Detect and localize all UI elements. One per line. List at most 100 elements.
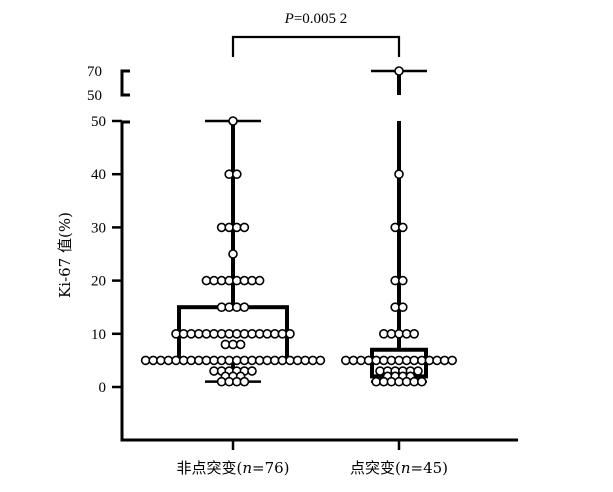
data-point: [209, 328, 219, 339]
data-point: [247, 366, 257, 376]
data-point: [209, 355, 219, 366]
label-part: 非点突变(: [176, 459, 242, 477]
data-point: [416, 376, 427, 387]
data-point: [254, 275, 265, 286]
data-point: [397, 302, 408, 313]
data-point: [269, 355, 280, 366]
data-point: [315, 355, 326, 366]
data-point: [401, 355, 412, 366]
data-point: [386, 376, 397, 387]
data-point: [186, 355, 196, 366]
data-point: [186, 328, 196, 339]
y-axis-label: Ki-67 值(%): [56, 212, 74, 298]
data-point: [394, 328, 404, 339]
data-point: [239, 355, 250, 366]
data-point: [171, 355, 181, 366]
data-point: [254, 328, 265, 339]
data-point: [228, 249, 238, 259]
data-point: [397, 275, 408, 286]
y-tick-label: 10: [91, 327, 106, 343]
data-point: [209, 366, 219, 376]
data-point: [439, 355, 450, 366]
data-point: [375, 366, 385, 376]
data-point: [247, 328, 257, 339]
data-point: [224, 302, 234, 313]
label-part: 点突变(: [350, 459, 401, 477]
y-tick-label: 0: [99, 380, 107, 396]
data-point: [363, 355, 374, 366]
y-tick-label-upper: 70: [87, 64, 102, 80]
data-point: [224, 376, 234, 387]
data-point: [254, 355, 265, 366]
x-category-label: 点突变(n=45): [350, 459, 448, 477]
data-point: [378, 328, 389, 339]
data-point: [348, 355, 359, 366]
data-point: [201, 328, 212, 339]
data-point: [386, 355, 397, 366]
label-part: =76): [252, 459, 290, 477]
p-letter: P: [284, 11, 294, 27]
data-point: [148, 355, 158, 366]
p-value-label: P=0.005 2: [284, 11, 348, 27]
data-point: [285, 355, 295, 366]
data-point: [171, 328, 181, 339]
data-point: [228, 116, 238, 126]
data-point: [247, 275, 257, 286]
label-part: =45): [411, 459, 449, 477]
data-point: [163, 355, 174, 366]
data-point: [424, 355, 435, 366]
data-point: [416, 355, 427, 366]
y-tick-label: 20: [91, 274, 106, 290]
labels: Ki-67 值(%)非点突变(n=76) 点突变(n=45)P=0.005 2: [56, 11, 448, 477]
data-point: [394, 355, 404, 366]
data-point: [224, 169, 234, 179]
data-point: [285, 328, 295, 339]
y-tick-label-upper: 50: [87, 88, 102, 104]
data-point: [247, 355, 257, 366]
data-point: [224, 222, 234, 233]
data-point: [394, 66, 404, 76]
data-point: [209, 275, 219, 286]
data-point: [432, 355, 442, 366]
data-point: [220, 339, 231, 350]
data-points: [140, 66, 458, 387]
x-category-label: 非点突变(n=76): [176, 459, 289, 477]
data-point: [239, 222, 250, 233]
y-axis-upper-segment: [120, 69, 130, 97]
data-point: [277, 328, 288, 339]
data-point: [340, 355, 351, 366]
data-point: [409, 328, 420, 339]
data-point: [386, 328, 397, 339]
data-point: [397, 222, 408, 233]
data-point: [401, 328, 412, 339]
label-part-n: n: [242, 459, 252, 477]
data-point: [378, 355, 389, 366]
data-point: [224, 275, 234, 286]
significance-bracket: [231, 35, 401, 57]
data-point: [224, 355, 234, 366]
y-tick-label: 50: [91, 114, 106, 130]
data-point: [239, 376, 250, 387]
data-point: [201, 355, 212, 366]
data-point: [228, 339, 238, 350]
data-point: [239, 302, 250, 313]
axes: 0 10 20 30 40 50 50 70: [87, 64, 518, 450]
data-point: [394, 376, 404, 387]
data-point: [239, 328, 250, 339]
data-point: [401, 376, 412, 387]
data-point: [378, 376, 389, 387]
data-point: [394, 169, 404, 179]
data-point: [277, 355, 288, 366]
data-point: [307, 355, 318, 366]
data-point: [269, 328, 280, 339]
data-point: [201, 275, 212, 286]
data-point: [356, 355, 366, 366]
y-tick-label: 40: [91, 167, 106, 183]
data-point: [224, 328, 234, 339]
y-tick-label: 30: [91, 220, 106, 236]
label-part-n: n: [401, 459, 411, 477]
data-point: [232, 169, 242, 179]
p-value: =0.005 2: [294, 11, 347, 27]
data-point: [413, 366, 423, 376]
